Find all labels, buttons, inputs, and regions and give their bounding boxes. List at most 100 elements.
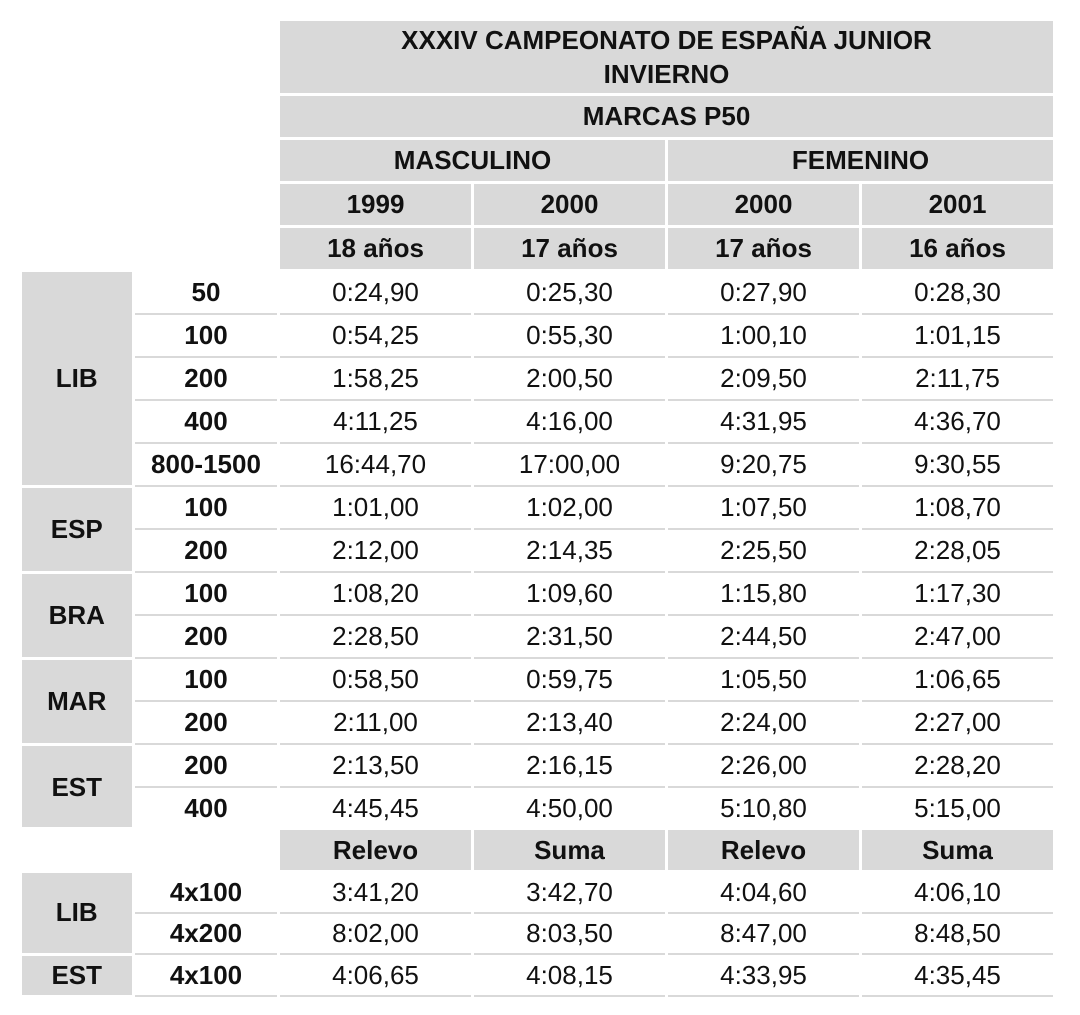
table-row: EST 200 2:13,50 2:16,15 2:26,00 2:28,20 xyxy=(21,742,1056,832)
table-row: 100 0:54,25 0:55,30 1:00,10 1:01,15 xyxy=(22,314,1056,358)
table-row: LIB 50 0:24,90 0:25,30 0:27,90 0:28,30 xyxy=(21,269,1056,488)
age-header: 17 años xyxy=(471,225,668,272)
championship-title-line2: INVIERNO xyxy=(603,59,730,89)
time-value: 2:11,75 xyxy=(860,357,1056,401)
distance-label: 4x100 xyxy=(133,954,280,997)
stroke-label: BRA xyxy=(21,570,135,660)
table-row: MAR 100 0:58,50 0:59,75 1:05,50 1:06,65 xyxy=(21,656,1056,746)
distance-label: 200 xyxy=(133,615,280,659)
time-value: 1:05,50 xyxy=(666,658,862,702)
marcas-subtitle: MARCAS P50 xyxy=(277,93,1056,140)
time-value: 9:20,75 xyxy=(666,443,862,487)
stroke-label: LIB xyxy=(21,269,135,488)
championship-title: XXXIV CAMPEONATO DE ESPAÑA JUNIOR INVIER… xyxy=(277,18,1056,96)
stroke-label: ESP xyxy=(21,484,135,574)
distance-label: 4x100 xyxy=(133,871,280,914)
time-value: 2:28,05 xyxy=(860,529,1056,573)
time-value: 9:30,55 xyxy=(860,443,1056,487)
time-value: 4:36,70 xyxy=(860,400,1056,444)
distance-label: 400 xyxy=(133,787,280,831)
distance-label: 100 xyxy=(133,658,280,702)
championship-title-line1: XXXIV CAMPEONATO DE ESPAÑA JUNIOR xyxy=(401,25,932,55)
time-value: 8:48,50 xyxy=(860,913,1056,955)
table-row: 4x200 8:02,00 8:03,50 8:47,00 8:48,50 xyxy=(22,913,1056,955)
distance-label: 200 xyxy=(133,701,280,745)
distance-label: 100 xyxy=(133,486,280,530)
time-value: 0:59,75 xyxy=(472,658,668,702)
time-value: 2:00,50 xyxy=(472,357,668,401)
distance-label: 200 xyxy=(133,744,280,788)
distance-label: 200 xyxy=(133,357,280,401)
time-value: 4:06,10 xyxy=(860,871,1056,914)
table-row: 200 2:12,00 2:14,35 2:25,50 2:28,05 xyxy=(22,529,1056,573)
time-value: 4:06,65 xyxy=(278,954,474,997)
age-header: 17 años xyxy=(665,225,862,272)
time-value: 2:28,20 xyxy=(860,744,1056,788)
time-value: 5:15,00 xyxy=(860,787,1056,831)
age-header: 16 años xyxy=(859,225,1056,272)
time-value: 4:35,45 xyxy=(860,954,1056,997)
time-value: 2:26,00 xyxy=(666,744,862,788)
time-value: 2:47,00 xyxy=(860,615,1056,659)
table-row: BRA 100 1:08,20 1:09,60 1:15,80 1:17,30 xyxy=(21,570,1056,660)
time-value: 0:28,30 xyxy=(860,270,1056,315)
time-value: 3:42,70 xyxy=(472,871,668,914)
time-value: 2:09,50 xyxy=(666,357,862,401)
table-row: 200 2:11,00 2:13,40 2:24,00 2:27,00 xyxy=(22,701,1056,745)
time-value: 4:11,25 xyxy=(278,400,474,444)
time-value: 1:02,00 xyxy=(472,486,668,530)
table-row: 800-1500 16:44,70 17:00,00 9:20,75 9:30,55 xyxy=(22,443,1056,487)
time-value: 1:01,15 xyxy=(860,314,1056,358)
time-value: 2:12,00 xyxy=(278,529,474,573)
time-value: 0:54,25 xyxy=(278,314,474,358)
distance-label: 800-1500 xyxy=(133,443,280,487)
time-value: 4:45,45 xyxy=(278,787,474,831)
time-value: 4:16,00 xyxy=(472,400,668,444)
relay-table: Relevo Suma Relevo Suma LIB 4x100 3:41,20 3… xyxy=(20,827,1056,998)
year-header: 2000 xyxy=(665,181,862,228)
time-value: 1:07,50 xyxy=(666,486,862,530)
distance-label: 400 xyxy=(133,400,280,444)
distance-label: 50 xyxy=(133,270,280,315)
time-value: 2:16,15 xyxy=(472,744,668,788)
table-row: 400 4:11,25 4:16,00 4:31,95 4:36,70 xyxy=(22,400,1056,444)
time-value: 2:28,50 xyxy=(278,615,474,659)
time-value: 4:08,15 xyxy=(472,954,668,997)
time-value: 16:44,70 xyxy=(278,443,474,487)
relay-header: Suma xyxy=(859,827,1056,873)
year-header: 2001 xyxy=(859,181,1056,228)
relay-header: Suma xyxy=(471,827,668,873)
time-value: 1:08,70 xyxy=(860,486,1056,530)
year-header: 1999 xyxy=(277,181,474,228)
time-value: 1:58,25 xyxy=(278,357,474,401)
time-value: 2:14,35 xyxy=(472,529,668,573)
year-header: 2000 xyxy=(471,181,668,228)
stroke-label: MAR xyxy=(21,656,135,746)
table-row: ESP 100 1:01,00 1:02,00 1:07,50 1:08,70 xyxy=(21,484,1056,574)
time-value: 4:04,60 xyxy=(666,871,862,914)
distance-label: 100 xyxy=(133,314,280,358)
time-value: 8:03,50 xyxy=(472,913,668,955)
time-value: 0:27,90 xyxy=(666,270,862,315)
stroke-label: EST xyxy=(21,742,135,832)
marcas-table: XXXIV CAMPEONATO DE ESPAÑA JUNIOR INVIER… xyxy=(20,18,1056,832)
time-value: 5:10,80 xyxy=(666,787,862,831)
time-value: 2:44,50 xyxy=(666,615,862,659)
time-value: 4:33,95 xyxy=(666,954,862,997)
time-value: 8:47,00 xyxy=(666,913,862,955)
table-row: 200 1:58,25 2:00,50 2:09,50 2:11,75 xyxy=(22,357,1056,401)
time-value: 4:50,00 xyxy=(472,787,668,831)
time-value: 17:00,00 xyxy=(472,443,668,487)
time-value: 1:17,30 xyxy=(860,572,1056,616)
table-row: 400 4:45,45 4:50,00 5:10,80 5:15,00 xyxy=(22,787,1056,831)
time-value: 8:02,00 xyxy=(278,913,474,955)
table-row: 200 2:28,50 2:31,50 2:44,50 2:47,00 xyxy=(22,615,1056,659)
distance-label: 100 xyxy=(133,572,280,616)
table-row: LIB 4x100 3:41,20 3:42,70 4:04,60 4:06,10 xyxy=(21,870,1056,956)
relay-body: LIB 4x100 3:41,20 3:42,70 4:04,60 4:06,10 4x20… xyxy=(21,870,1056,998)
time-value: 3:41,20 xyxy=(278,871,474,914)
stroke-label: EST xyxy=(21,952,135,998)
time-value: 1:09,60 xyxy=(472,572,668,616)
relay-header: Relevo xyxy=(277,827,474,873)
